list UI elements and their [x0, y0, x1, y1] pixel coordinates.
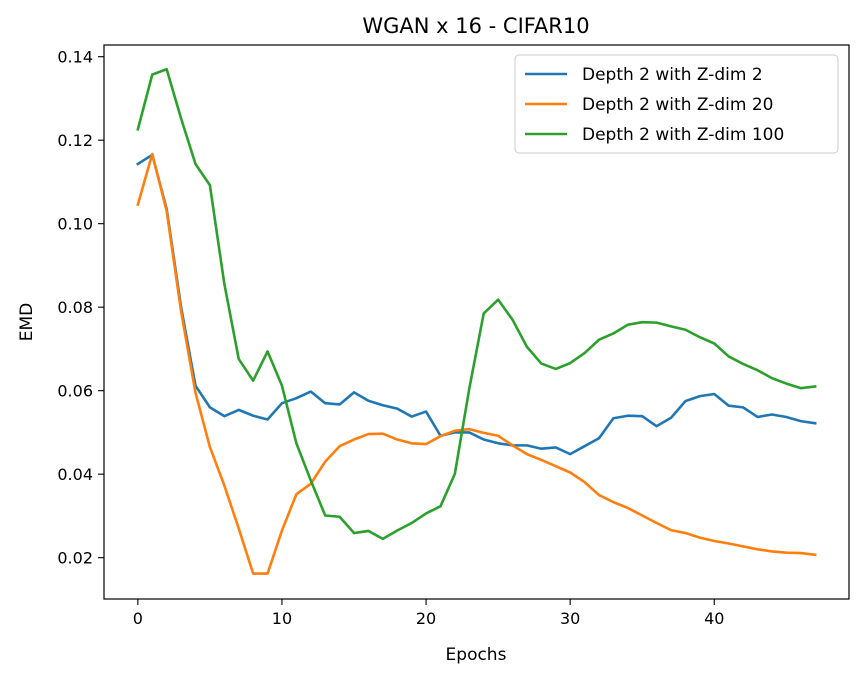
series-layer — [136, 67, 817, 575]
x-tick-label: 20 — [416, 609, 436, 628]
y-tick-label: 0.14 — [57, 48, 93, 67]
y-tick-label: 0.08 — [57, 298, 93, 317]
y-tick-label: 0.06 — [57, 382, 93, 401]
x-tick-label: 0 — [133, 609, 143, 628]
chart-title: WGAN x 16 - CIFAR10 — [362, 14, 589, 38]
series-line-2 — [136, 152, 817, 575]
y-axis-ticks: 0.02 0.04 0.06 0.08 0.10 0.12 0.14 — [57, 48, 104, 568]
y-tick-label: 0.02 — [57, 549, 93, 568]
x-tick-label: 30 — [560, 609, 580, 628]
x-axis-ticks: 0 10 20 30 40 — [133, 599, 724, 628]
y-tick-label: 0.04 — [57, 465, 93, 484]
legend-box — [514, 54, 839, 154]
y-tick-label: 0.12 — [57, 131, 93, 150]
legend-label-3: Depth 2 with Z-dim 100 — [582, 125, 784, 145]
series-line-3 — [136, 67, 817, 541]
legend-label-1: Depth 2 with Z-dim 2 — [582, 65, 763, 85]
legend-label-2: Depth 2 with Z-dim 20 — [582, 95, 773, 115]
x-tick-label: 40 — [704, 609, 724, 628]
plot-frame — [103, 44, 850, 600]
series-line-1 — [136, 153, 817, 456]
x-axis-label: Epochs — [446, 645, 507, 665]
x-tick-label: 10 — [272, 609, 292, 628]
legend: Depth 2 with Z-dim 2 Depth 2 with Z-dim 2… — [514, 54, 839, 154]
legend-items: Depth 2 with Z-dim 2 Depth 2 with Z-dim 2… — [525, 65, 784, 145]
y-tick-label: 0.10 — [57, 215, 93, 234]
y-axis-label: EMD — [17, 303, 37, 342]
